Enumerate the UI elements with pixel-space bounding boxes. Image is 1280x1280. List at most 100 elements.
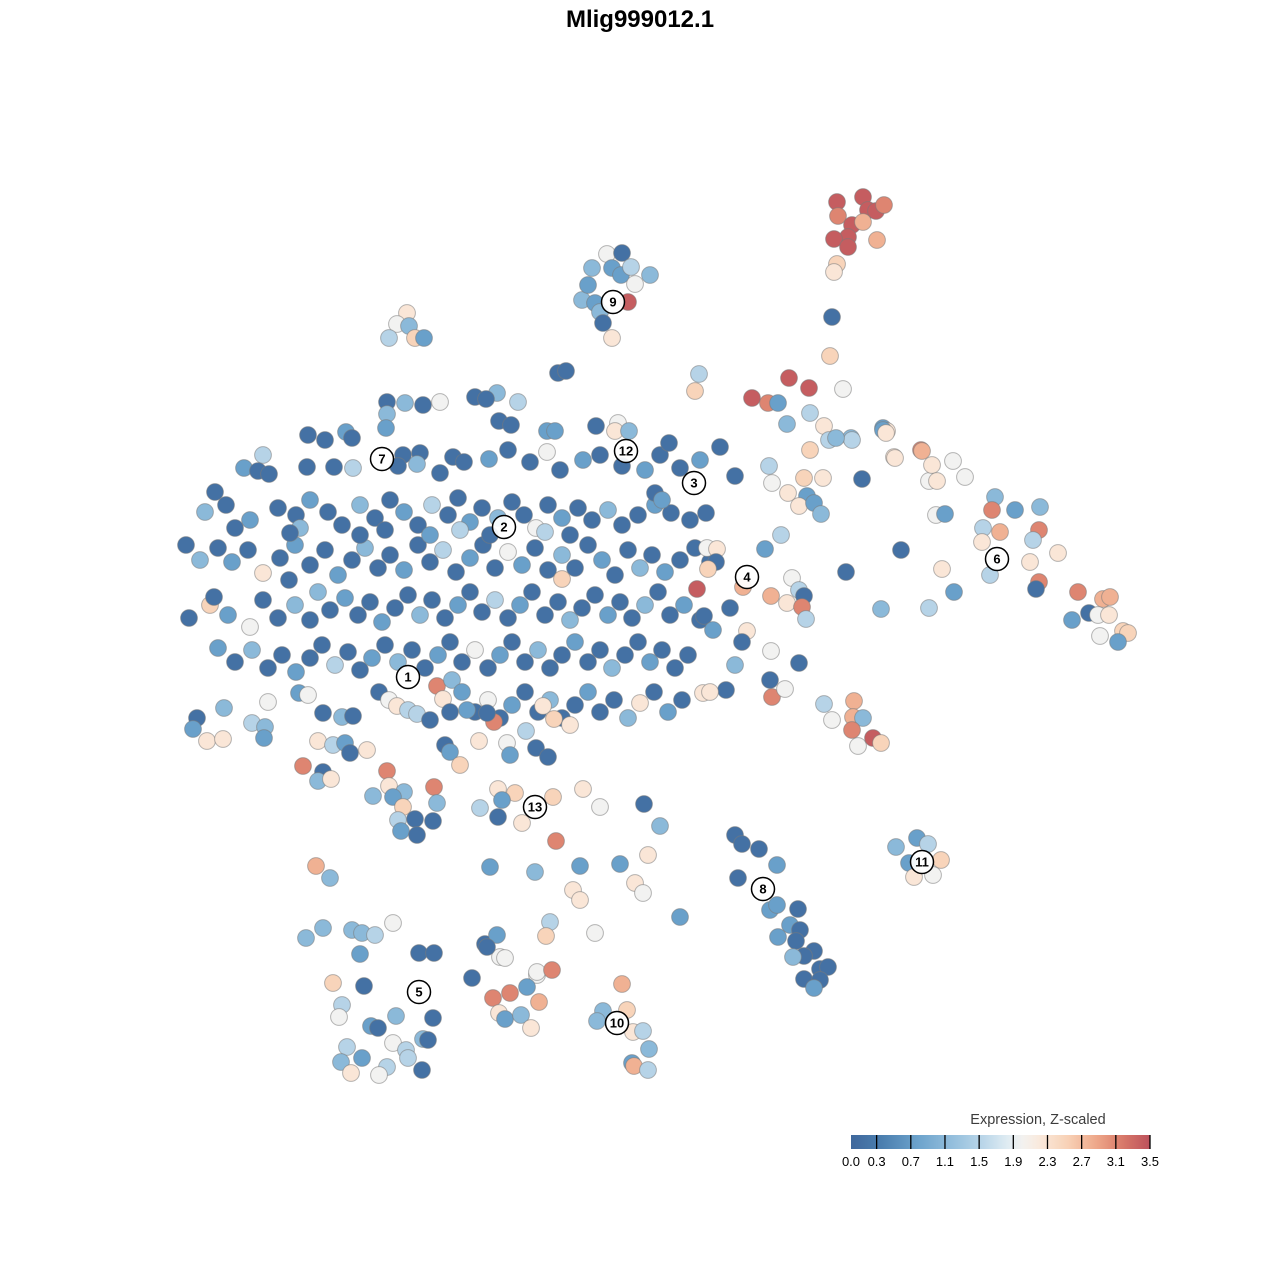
data-point (729, 869, 747, 887)
data-point (431, 393, 449, 411)
data-point (503, 696, 521, 714)
data-point (653, 641, 671, 659)
data-point (801, 404, 819, 422)
data-point (681, 511, 699, 529)
data-point (206, 483, 224, 501)
data-point (406, 810, 424, 828)
data-point (434, 541, 452, 559)
data-point (386, 599, 404, 617)
colorbar-title: Expression, Z-scaled (970, 1112, 1105, 1128)
data-point (611, 855, 629, 873)
data-point (396, 394, 414, 412)
data-point (522, 1019, 540, 1037)
data-point (790, 654, 808, 672)
data-point (780, 369, 798, 387)
data-point (366, 926, 384, 944)
data-point (294, 757, 312, 775)
data-point (606, 566, 624, 584)
data-point (366, 509, 384, 527)
data-point (536, 606, 554, 624)
colorbar-tick-label: 1.1 (936, 1154, 954, 1169)
data-point (332, 1053, 350, 1071)
data-point (603, 329, 621, 347)
cluster-label-number: 1 (404, 670, 411, 685)
data-point (750, 840, 768, 858)
data-point (451, 521, 469, 539)
cluster-label-number: 6 (993, 552, 1000, 567)
data-point (631, 559, 649, 577)
cluster-label-circle (491, 514, 517, 540)
data-point (1031, 498, 1049, 516)
data-point (768, 856, 786, 874)
data-point (177, 536, 195, 554)
data-point (829, 207, 847, 225)
data-point (517, 722, 535, 740)
data-point (557, 362, 575, 380)
cluster-label: 9 (600, 289, 626, 315)
data-point (441, 743, 459, 761)
data-point (544, 788, 562, 806)
data-point (603, 659, 621, 677)
data-point (217, 496, 235, 514)
data-point (636, 596, 654, 614)
cluster-label: 8 (750, 876, 776, 902)
data-point (499, 609, 517, 627)
data-point (409, 516, 427, 534)
data-point (717, 681, 735, 699)
data-point (543, 961, 561, 979)
data-point (547, 832, 565, 850)
data-point (699, 560, 717, 578)
data-point (333, 516, 351, 534)
data-point (209, 539, 227, 557)
data-point (363, 649, 381, 667)
data-point (324, 974, 342, 992)
data-point (913, 442, 931, 460)
data-point (779, 484, 797, 502)
data-point (421, 526, 439, 544)
data-point (626, 275, 644, 293)
data-point (923, 456, 941, 474)
cluster-label-circle (734, 564, 760, 590)
data-point (574, 780, 592, 798)
cluster-label-circle (406, 979, 432, 1005)
data-point (566, 633, 584, 651)
data-point (583, 259, 601, 277)
data-point (661, 606, 679, 624)
data-point (408, 826, 426, 844)
data-point (466, 641, 484, 659)
cluster-label-circle (984, 546, 1010, 572)
data-point (928, 472, 946, 490)
data-point (944, 452, 962, 470)
data-point (447, 563, 465, 581)
data-point (539, 561, 557, 579)
data-point (573, 599, 591, 617)
data-point (496, 1010, 514, 1028)
data-point (443, 671, 461, 689)
data-point (945, 583, 963, 601)
data-point (872, 600, 890, 618)
data-point (1063, 611, 1081, 629)
data-point (613, 975, 631, 993)
data-point (223, 553, 241, 571)
data-point (491, 646, 509, 664)
data-point (932, 851, 950, 869)
data-point (546, 422, 564, 440)
data-point (214, 730, 232, 748)
data-point (429, 646, 447, 664)
data-point (226, 519, 244, 537)
data-point (425, 944, 443, 962)
data-point (381, 546, 399, 564)
data-point (503, 493, 521, 511)
data-point (854, 709, 872, 727)
data-point (329, 566, 347, 584)
data-point (538, 443, 556, 461)
data-point (579, 536, 597, 554)
data-point (671, 459, 689, 477)
data-point (470, 732, 488, 750)
data-point (239, 541, 257, 559)
data-point (784, 948, 802, 966)
cluster-label-circle (522, 794, 548, 820)
data-point (243, 641, 261, 659)
data-point (843, 721, 861, 739)
